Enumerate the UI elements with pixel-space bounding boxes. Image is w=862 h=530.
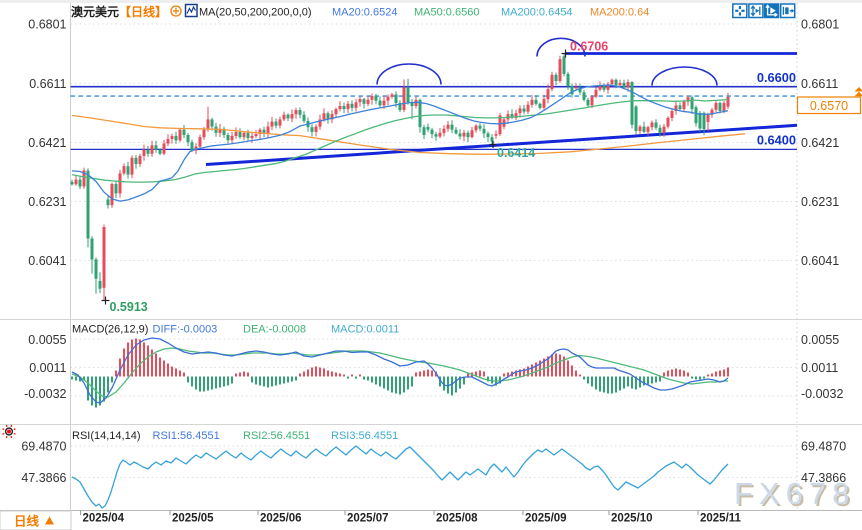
svg-text:0.6414: 0.6414	[497, 146, 535, 160]
svg-text:MACD(26,12,9): MACD(26,12,9)	[72, 324, 148, 336]
svg-text:MA200:0.64: MA200:0.64	[590, 7, 649, 19]
svg-text:0.6706: 0.6706	[570, 40, 608, 54]
svg-text:0.6231: 0.6231	[28, 195, 66, 209]
svg-text:0.0055: 0.0055	[801, 333, 839, 347]
svg-text:2025/05: 2025/05	[172, 513, 214, 525]
svg-text:69.4870: 69.4870	[801, 440, 846, 454]
svg-text:RSI(14,14,14): RSI(14,14,14)	[72, 430, 140, 442]
svg-text:MACD:0.0011: MACD:0.0011	[331, 324, 399, 336]
svg-text:0.0011: 0.0011	[801, 361, 838, 375]
svg-text:69.4870: 69.4870	[21, 440, 66, 454]
svg-text:DEA:-0.0008: DEA:-0.0008	[243, 324, 306, 336]
svg-text:2025/07: 2025/07	[347, 513, 389, 525]
svg-text:FX678: FX678	[734, 476, 855, 511]
svg-text:FX678: FX678	[736, 478, 857, 513]
svg-text:0.6611: 0.6611	[29, 77, 66, 91]
svg-text:2025/10: 2025/10	[611, 513, 653, 525]
svg-text:2025/06: 2025/06	[260, 513, 302, 525]
svg-text:MA200:0.6454: MA200:0.6454	[501, 7, 573, 19]
svg-text:0.6400: 0.6400	[757, 133, 796, 148]
svg-text:0.6421: 0.6421	[28, 136, 66, 150]
svg-text:0.6231: 0.6231	[801, 195, 839, 209]
svg-text:0.6801: 0.6801	[801, 18, 839, 32]
svg-text:澳元美元: 澳元美元	[71, 4, 119, 19]
svg-text:【日线】: 【日线】	[119, 4, 167, 19]
svg-text:-0.0032: -0.0032	[24, 387, 66, 401]
svg-text:日线: 日线	[14, 514, 40, 529]
svg-text:0.6600: 0.6600	[757, 70, 796, 85]
svg-text:RSI3:56.4551: RSI3:56.4551	[331, 430, 398, 442]
svg-text:MA(20,50,200,200,0,0): MA(20,50,200,200,0,0)	[199, 7, 312, 19]
svg-text:2025/11: 2025/11	[700, 513, 742, 525]
svg-text:DIFF:-0.0003: DIFF:-0.0003	[153, 324, 218, 336]
svg-text:47.3866: 47.3866	[801, 471, 846, 485]
svg-text:MA50:0.6560: MA50:0.6560	[414, 7, 479, 19]
svg-text:0.0055: 0.0055	[28, 333, 66, 347]
svg-text:MA20:0.6524: MA20:0.6524	[332, 7, 397, 19]
svg-text:2025/09: 2025/09	[525, 513, 567, 525]
svg-text:-0.0032: -0.0032	[801, 387, 843, 401]
svg-text:2025/08: 2025/08	[436, 513, 478, 525]
svg-text:RSI2:56.4551: RSI2:56.4551	[243, 430, 310, 442]
svg-text:0.6611: 0.6611	[801, 77, 838, 91]
svg-text:0.5913: 0.5913	[110, 300, 148, 314]
svg-text:0.6801: 0.6801	[28, 18, 66, 32]
svg-text:RSI1:56.4551: RSI1:56.4551	[153, 430, 220, 442]
svg-text:0.6421: 0.6421	[801, 136, 839, 150]
svg-text:47.3866: 47.3866	[21, 471, 66, 485]
svg-text:0.6041: 0.6041	[801, 254, 839, 268]
svg-text:0.6570: 0.6570	[810, 99, 848, 113]
svg-text:2025/04: 2025/04	[83, 513, 125, 525]
svg-text:0.0011: 0.0011	[29, 361, 66, 375]
svg-text:0.6041: 0.6041	[28, 254, 66, 268]
